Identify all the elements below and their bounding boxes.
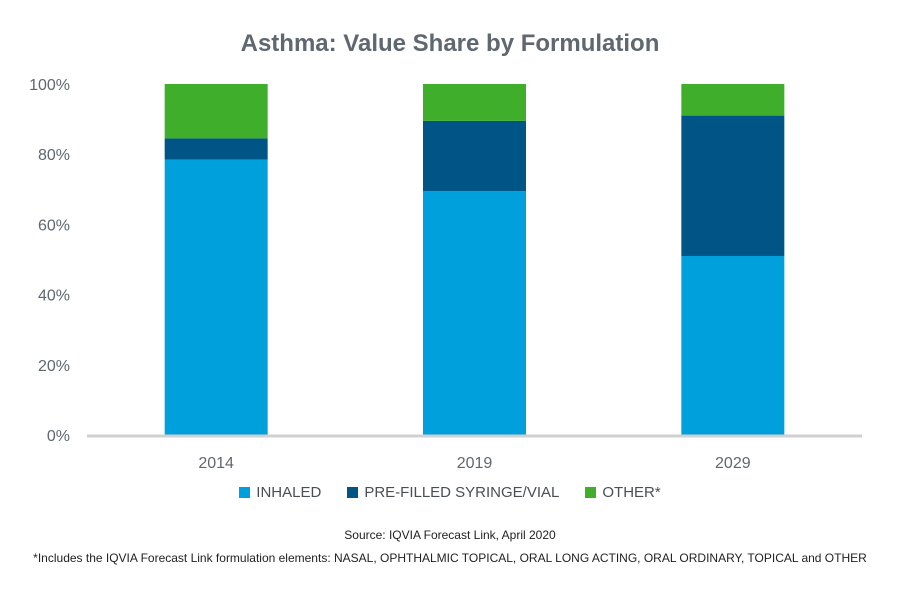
legend-item-inhaled: INHALED xyxy=(239,484,321,501)
legend-swatch-pre-filled-syringe-vial xyxy=(347,487,359,498)
y-tick-label: 20% xyxy=(38,358,70,375)
x-tick-label: 2019 xyxy=(457,455,493,472)
bar-segment-pre-filled-syringe-vial-2029 xyxy=(681,115,785,256)
chart-title: Asthma: Value Share by Formulation xyxy=(240,30,660,57)
legend-swatch-other xyxy=(585,487,597,498)
footnote: *Includes the IQVIA Forecast Link formul… xyxy=(33,551,867,565)
bar-segment-other-2029 xyxy=(681,84,785,116)
legend-label-other: OTHER* xyxy=(602,484,661,501)
legend-swatch-inhaled xyxy=(239,487,251,498)
bar-segment-inhaled-2014 xyxy=(164,159,268,435)
legend-label-pre-filled-syringe-vial: PRE-FILLED SYRINGE/VIAL xyxy=(364,484,560,501)
source-note: Source: IQVIA Forecast Link, April 2020 xyxy=(344,528,556,542)
bars-group xyxy=(164,84,785,435)
y-axis-ticks: 0% 20% 40% 60% 80% 100% xyxy=(29,77,70,445)
bar-segment-pre-filled-syringe-vial-2019 xyxy=(423,120,526,192)
y-tick-label: 100% xyxy=(29,77,70,94)
x-tick-label: 2014 xyxy=(198,455,234,472)
x-tick-label: 2029 xyxy=(715,455,751,472)
legend-label-inhaled: INHALED xyxy=(256,484,322,501)
legend-item-other: OTHER* xyxy=(585,484,661,501)
bar-segment-other-2014 xyxy=(164,84,268,139)
legend: INHALED PRE-FILLED SYRINGE/VIAL OTHER* xyxy=(0,484,900,501)
y-tick-label: 40% xyxy=(38,288,70,305)
bar-segment-inhaled-2029 xyxy=(681,255,785,435)
y-tick-label: 60% xyxy=(38,217,70,234)
x-axis-ticks: 2014 2019 2029 xyxy=(198,455,750,472)
bar-segment-pre-filled-syringe-vial-2014 xyxy=(164,138,268,160)
bar-segment-other-2019 xyxy=(423,84,526,121)
bar-segment-inhaled-2019 xyxy=(423,191,526,435)
legend-item-pre-filled-syringe-vial: PRE-FILLED SYRINGE/VIAL xyxy=(347,484,559,501)
y-tick-label: 0% xyxy=(47,428,70,445)
y-tick-label: 80% xyxy=(38,147,70,164)
